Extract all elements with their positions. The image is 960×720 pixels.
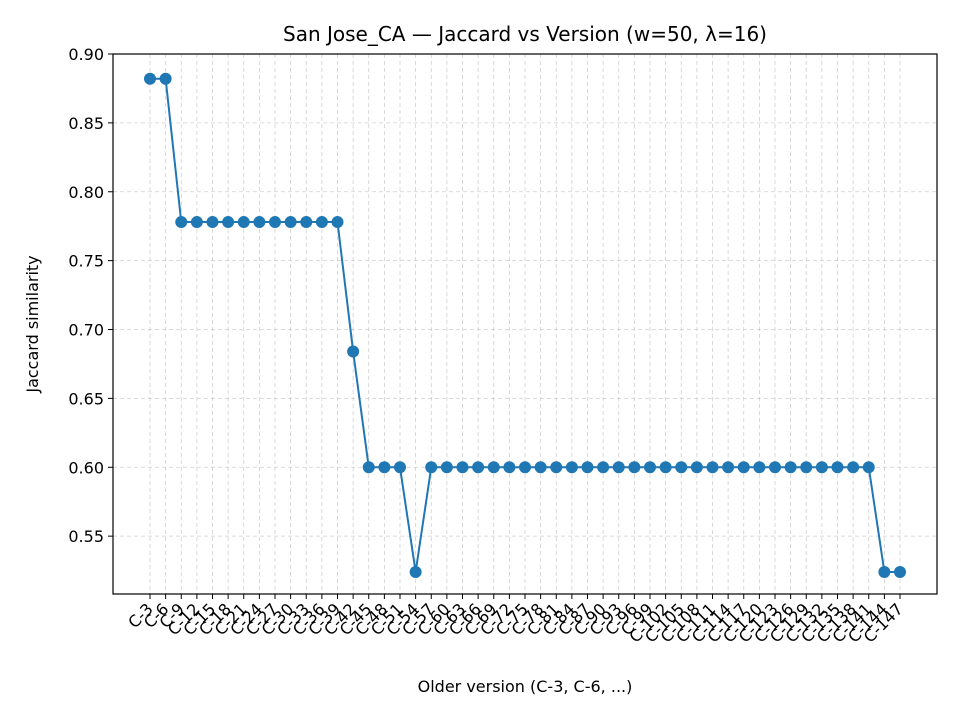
data-point	[253, 216, 266, 229]
data-point	[315, 216, 328, 229]
y-tick-label: 0.70	[68, 321, 104, 340]
data-point	[440, 461, 453, 474]
data-point	[644, 461, 656, 474]
data-point	[706, 461, 719, 474]
data-point	[425, 461, 438, 474]
data-point	[565, 461, 578, 474]
x-axis-title: Older version (C-3, C-6, ...)	[418, 677, 633, 696]
data-point	[815, 461, 828, 474]
data-point	[222, 216, 235, 229]
data-point	[394, 461, 406, 474]
data-point	[503, 461, 516, 474]
y-tick-label: 0.65	[68, 389, 104, 408]
data-point	[519, 461, 531, 474]
data-point	[878, 565, 891, 578]
data-point	[800, 461, 813, 474]
data-point	[722, 461, 735, 474]
data-point	[300, 216, 313, 229]
data-point	[378, 461, 391, 474]
data-point	[144, 72, 156, 85]
data-point	[894, 565, 906, 578]
data-point	[753, 461, 766, 474]
data-point	[331, 216, 344, 229]
data-point	[456, 461, 469, 474]
y-tick-label: 0.85	[68, 114, 104, 133]
data-point	[487, 461, 500, 474]
data-point	[550, 461, 563, 474]
data-point	[206, 216, 219, 229]
y-axis-title: Jaccard similarity	[23, 255, 42, 393]
data-point	[472, 461, 485, 474]
data-point	[347, 345, 360, 358]
data-point	[284, 216, 297, 229]
data-point	[597, 461, 610, 474]
data-point	[628, 461, 641, 474]
data-point	[737, 461, 750, 474]
data-point	[862, 461, 875, 474]
data-point	[675, 461, 688, 474]
data-point	[534, 461, 547, 474]
chart-title: San Jose_CA — Jaccard vs Version (w=50, …	[283, 22, 767, 46]
y-tick-label: 0.80	[68, 183, 104, 202]
data-point	[612, 461, 625, 474]
y-tick-label: 0.75	[68, 252, 104, 271]
data-point	[831, 461, 844, 474]
data-point	[409, 565, 422, 578]
data-point	[769, 461, 781, 474]
y-tick-label: 0.90	[68, 45, 104, 64]
data-point	[581, 461, 594, 474]
data-point	[159, 72, 172, 85]
data-point	[847, 461, 860, 474]
y-tick-label: 0.60	[68, 458, 104, 477]
data-point	[362, 461, 375, 474]
data-point	[190, 216, 203, 229]
y-tick-label: 0.55	[68, 527, 104, 546]
data-point	[175, 216, 188, 229]
series-layer	[144, 72, 906, 578]
data-point	[784, 461, 797, 474]
data-point	[269, 216, 281, 229]
data-point	[237, 216, 250, 229]
axis-layer: 0.550.600.650.700.750.800.850.90C-3C-6C-…	[68, 45, 906, 646]
data-point	[659, 461, 672, 474]
data-point	[690, 461, 703, 474]
